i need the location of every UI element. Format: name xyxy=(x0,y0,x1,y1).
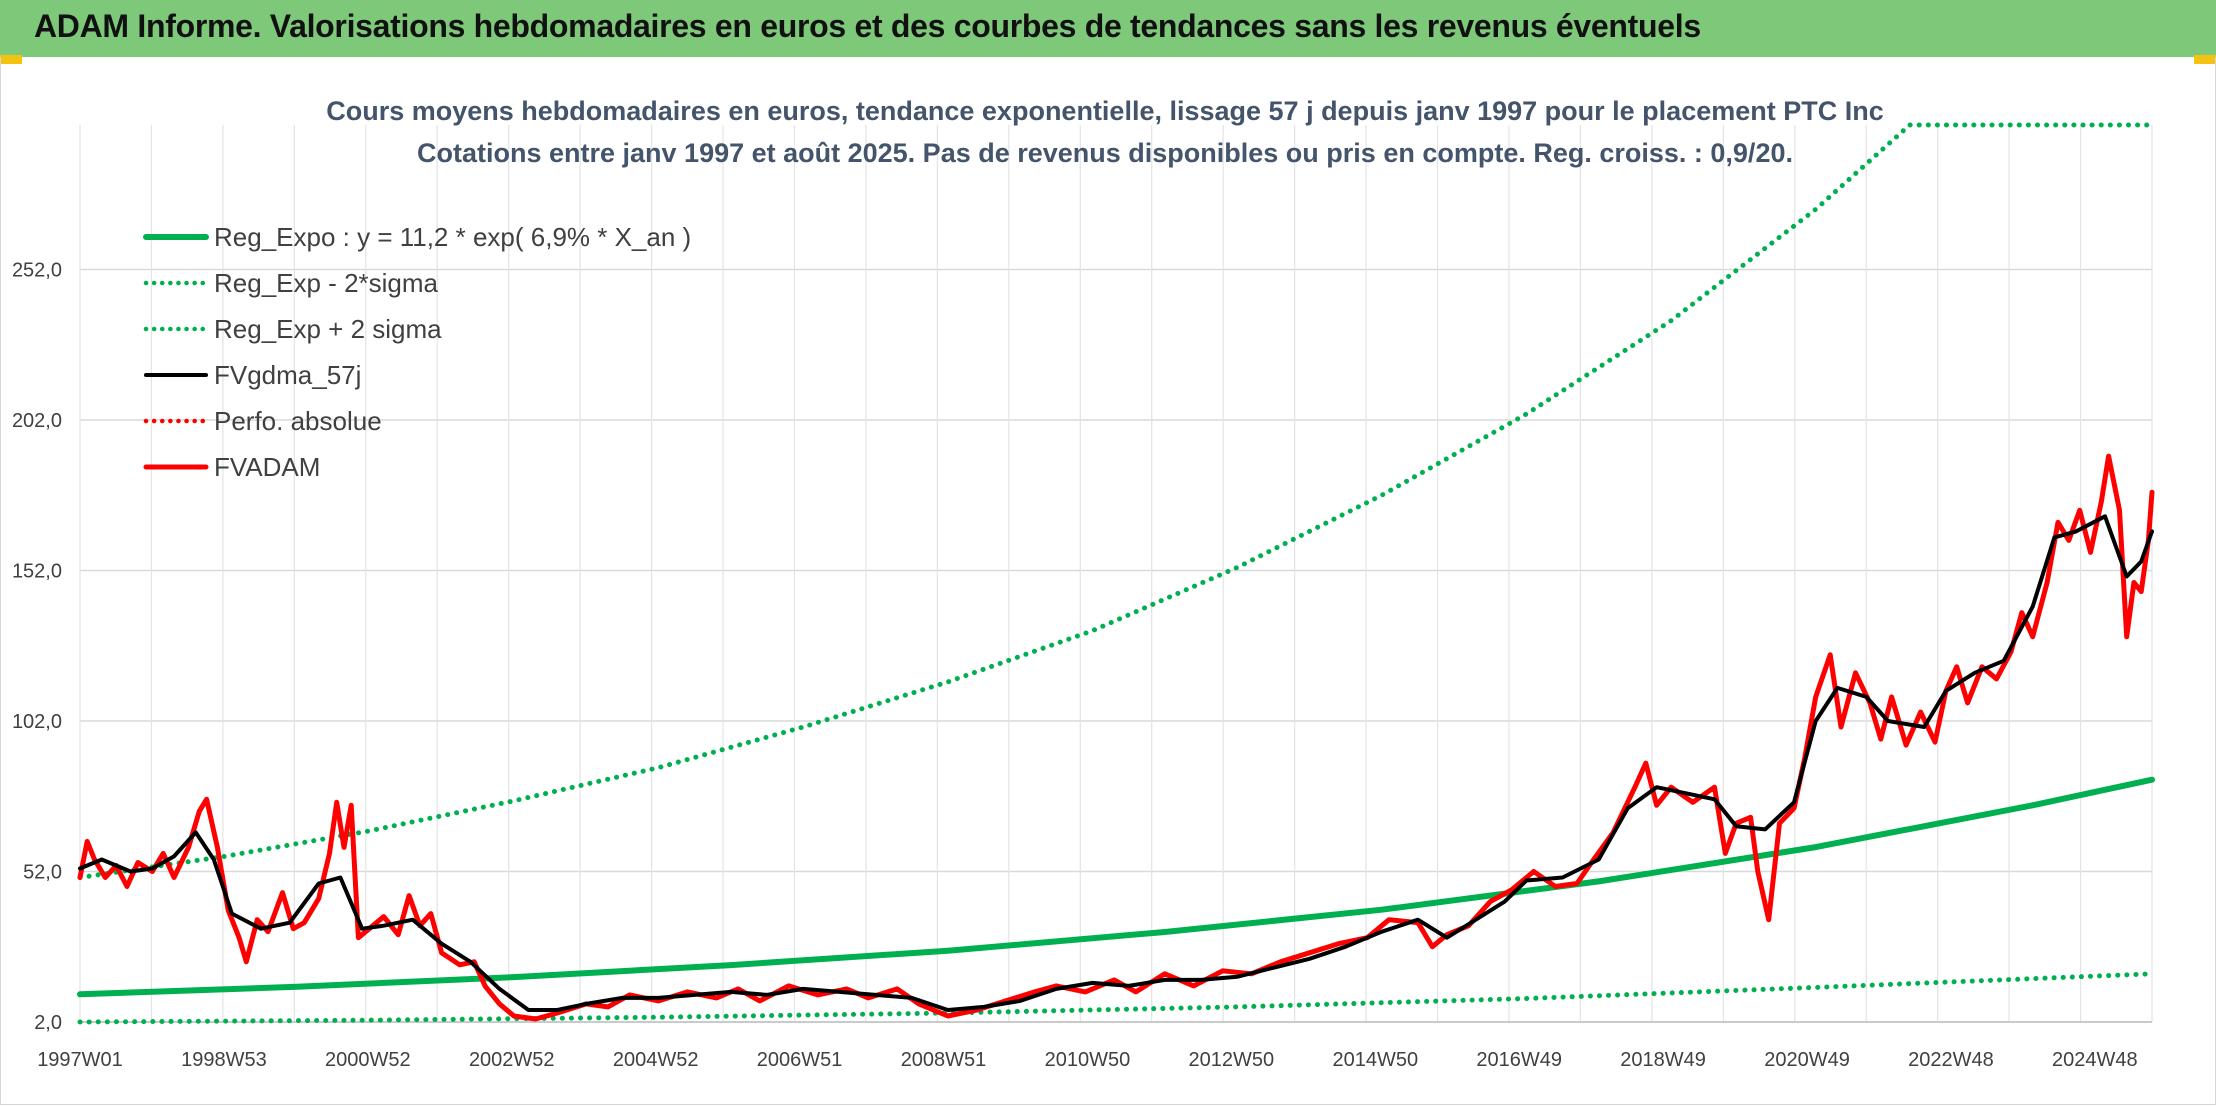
x-tick-label: 2016W49 xyxy=(1476,1049,1562,1071)
y-tick-label: 152,0 xyxy=(12,560,62,582)
legend-label: Reg_Expo : y = 11,2 * exp( 6,9% * X_an ) xyxy=(214,222,691,252)
x-tick-label: 2018W49 xyxy=(1620,1049,1706,1071)
x-tick-label: 2010W50 xyxy=(1045,1049,1131,1071)
y-tick-label: 52,0 xyxy=(23,861,62,883)
y-tick-label: 252,0 xyxy=(12,259,62,281)
legend-label: Reg_Exp - 2*sigma xyxy=(214,268,439,298)
accent-bar-right xyxy=(2194,55,2216,64)
x-tick-label: 2008W51 xyxy=(901,1049,987,1071)
series-reg-expo xyxy=(77,776,2155,998)
header-bar: ADAM Informe. Valorisations hebdomadaire… xyxy=(0,0,2216,57)
x-tick-label: 2000W52 xyxy=(325,1049,411,1071)
series-fvadam xyxy=(77,453,2155,1022)
page-title: ADAM Informe. Valorisations hebdomadaire… xyxy=(34,8,1701,44)
x-tick-label: 1998W53 xyxy=(181,1049,267,1071)
accent-bar-left xyxy=(0,55,22,64)
x-tick-label: 2024W48 xyxy=(2052,1049,2138,1071)
x-tick-label: 2014W50 xyxy=(1332,1049,1418,1071)
x-tick-label: 2012W50 xyxy=(1189,1049,1275,1071)
legend-label: Reg_Exp + 2 sigma xyxy=(214,314,442,344)
legend-label: FVgdma_57j xyxy=(214,360,361,390)
axis-ticks: 2,0 52,0 102,0 152,0 202,0 252,0 1997W01 1998W5… xyxy=(12,259,2138,1071)
chart-subtitle: Cotations entre janv 1997 et août 2025. … xyxy=(417,138,1793,168)
y-tick-label: 202,0 xyxy=(12,410,62,432)
series-reg-exp-plus-2sigma xyxy=(77,122,2155,880)
chart-grid xyxy=(79,125,2153,1023)
x-tick-label: 2002W52 xyxy=(469,1049,555,1071)
legend-label: Perfo. absolue xyxy=(214,406,382,436)
legend-label: FVADAM xyxy=(214,452,320,482)
series-fvgdma-57j xyxy=(78,514,2154,1012)
x-tick-label: 2006W51 xyxy=(757,1049,843,1071)
x-tick-label: 2004W52 xyxy=(613,1049,699,1071)
y-tick-label: 102,0 xyxy=(12,711,62,733)
x-tick-label: 2022W48 xyxy=(1908,1049,1994,1071)
y-tick-label: 2,0 xyxy=(34,1012,62,1034)
series-reg-exp-minus-2sigma xyxy=(77,971,2155,1025)
x-tick-label: 2020W49 xyxy=(1764,1049,1850,1071)
chart-title: Cours moyens hebdomadaires en euros, ten… xyxy=(326,96,1884,126)
series-group xyxy=(77,122,2155,1025)
legend: Reg_Expo : y = 11,2 * exp( 6,9% * X_an )… xyxy=(143,222,691,482)
x-tick-label: 1997W01 xyxy=(37,1049,123,1071)
